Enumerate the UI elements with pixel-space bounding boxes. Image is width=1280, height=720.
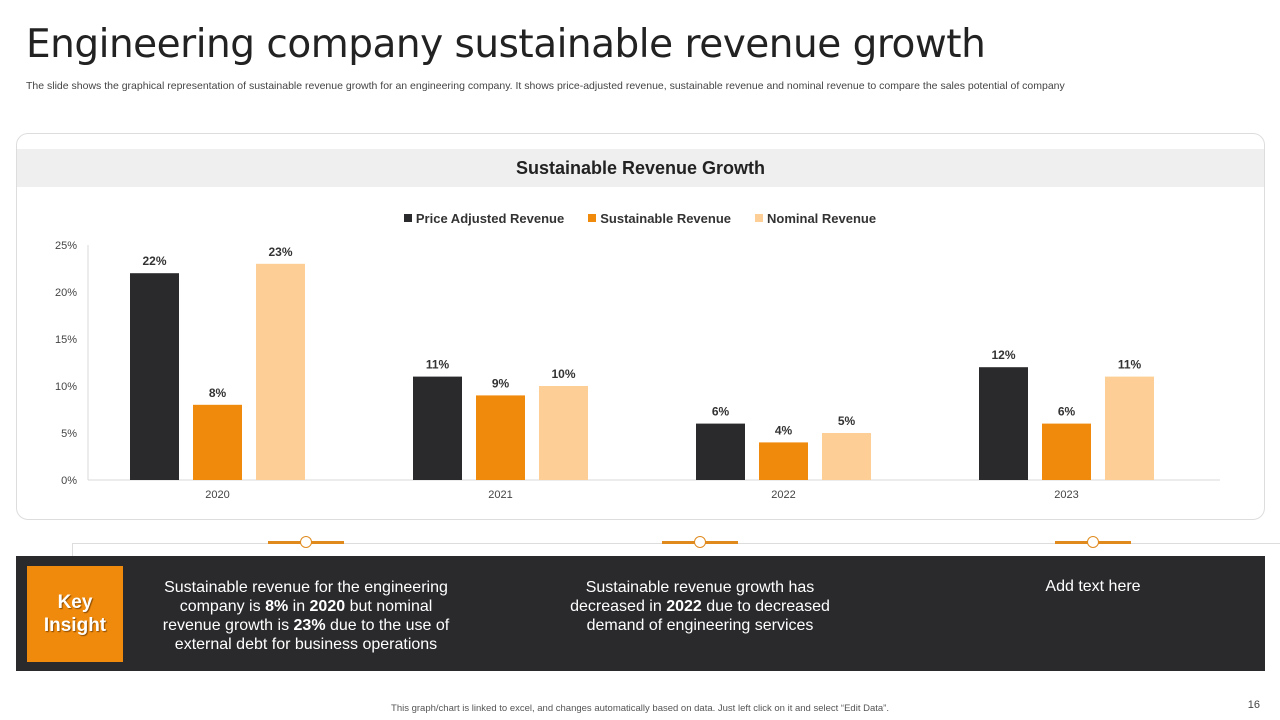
legend-swatch [403, 214, 412, 222]
insight-label: Insight [43, 615, 107, 636]
insight-text-2: Sustainable revenue growth has decreased… [560, 578, 840, 635]
bar [1105, 376, 1154, 480]
x-tick-label: 2020 [205, 489, 229, 501]
text: 23% [293, 617, 326, 634]
bar [759, 442, 808, 480]
data-label: 22% [142, 254, 166, 268]
text: 2022 [666, 598, 702, 615]
data-label: 8% [209, 386, 227, 400]
chart-legend: Price Adjusted Revenue Sustainable Revenu… [0, 210, 1280, 226]
bar [476, 395, 525, 480]
x-tick-label: 2022 [771, 489, 795, 501]
bar [822, 433, 871, 480]
data-label: 11% [1118, 358, 1142, 372]
insight-panel [16, 556, 1265, 671]
legend-item: Nominal Revenue [755, 211, 876, 226]
legend-swatch [588, 214, 597, 222]
page-subtitle: The slide shows the graphical representa… [26, 80, 1065, 92]
y-tick-label: 0% [61, 475, 77, 487]
data-label: 5% [838, 414, 856, 428]
y-tick-label: 10% [55, 381, 77, 393]
data-label: 10% [551, 367, 575, 381]
page-title: Engineering company sustainable revenue … [26, 22, 986, 67]
bar [130, 273, 179, 480]
text: due to the use of external debt for busi… [174, 617, 450, 653]
x-tick-label: 2021 [488, 489, 512, 501]
bar [979, 367, 1028, 480]
chart-card [16, 133, 1265, 520]
legend-label: Nominal Revenue [767, 210, 877, 226]
connector-marker [268, 536, 344, 548]
text: due to decreased demand of engineering s… [586, 598, 830, 634]
connector-line-left [72, 543, 73, 557]
insight-text-3[interactable]: Add text here [1045, 578, 1141, 595]
legend-item: Sustainable Revenue [588, 211, 731, 226]
text: but nominal revenue growth is [162, 598, 433, 634]
page-number: 16 [1247, 699, 1260, 711]
bar [696, 423, 745, 480]
text: Sustainable revenue for the engineering … [164, 579, 448, 615]
data-label: 23% [268, 245, 292, 259]
data-label: 9% [492, 376, 510, 390]
data-label: 12% [991, 348, 1015, 362]
bar [539, 386, 588, 480]
bar [256, 263, 305, 480]
legend-swatch [755, 214, 764, 222]
text: 8% [265, 598, 289, 615]
bar [413, 376, 462, 480]
connector-marker [662, 536, 738, 548]
key-insight-badge: Key Insight [27, 566, 123, 662]
data-label: 6% [712, 405, 730, 419]
legend-item: Price Adjusted Revenue [403, 210, 565, 226]
text: Sustainable revenue growth has decreased… [570, 579, 815, 615]
text: 2020 [309, 598, 346, 615]
legend-label: Price Adjusted Revenue [415, 210, 565, 226]
connector-marker [1055, 536, 1131, 548]
footer-note: This graph/chart is linked to excel, and… [391, 703, 889, 714]
bar-chart[interactable]: 0% 5% 10% 15% 20% 25% 2020 22% 8% 23% 2021 11% 9% 10%… [0, 0, 1280, 520]
data-label: 4% [775, 423, 793, 437]
text: in [288, 598, 310, 615]
y-tick-label: 20% [55, 287, 77, 299]
x-tick-label: 2023 [1054, 489, 1078, 501]
bar [1042, 423, 1091, 480]
data-label: 11% [426, 358, 450, 372]
legend-label: Sustainable Revenue [600, 210, 732, 226]
key-label: Key [57, 592, 93, 613]
y-tick-label: 15% [55, 334, 77, 346]
chart-title: Sustainable Revenue Growth [17, 149, 1264, 187]
bar [193, 404, 242, 480]
y-tick-label: 25% [55, 240, 77, 252]
y-tick-label: 5% [61, 428, 77, 440]
insight-text-1: Sustainable revenue for the engineering … [156, 578, 456, 654]
data-label: 6% [1058, 405, 1076, 419]
